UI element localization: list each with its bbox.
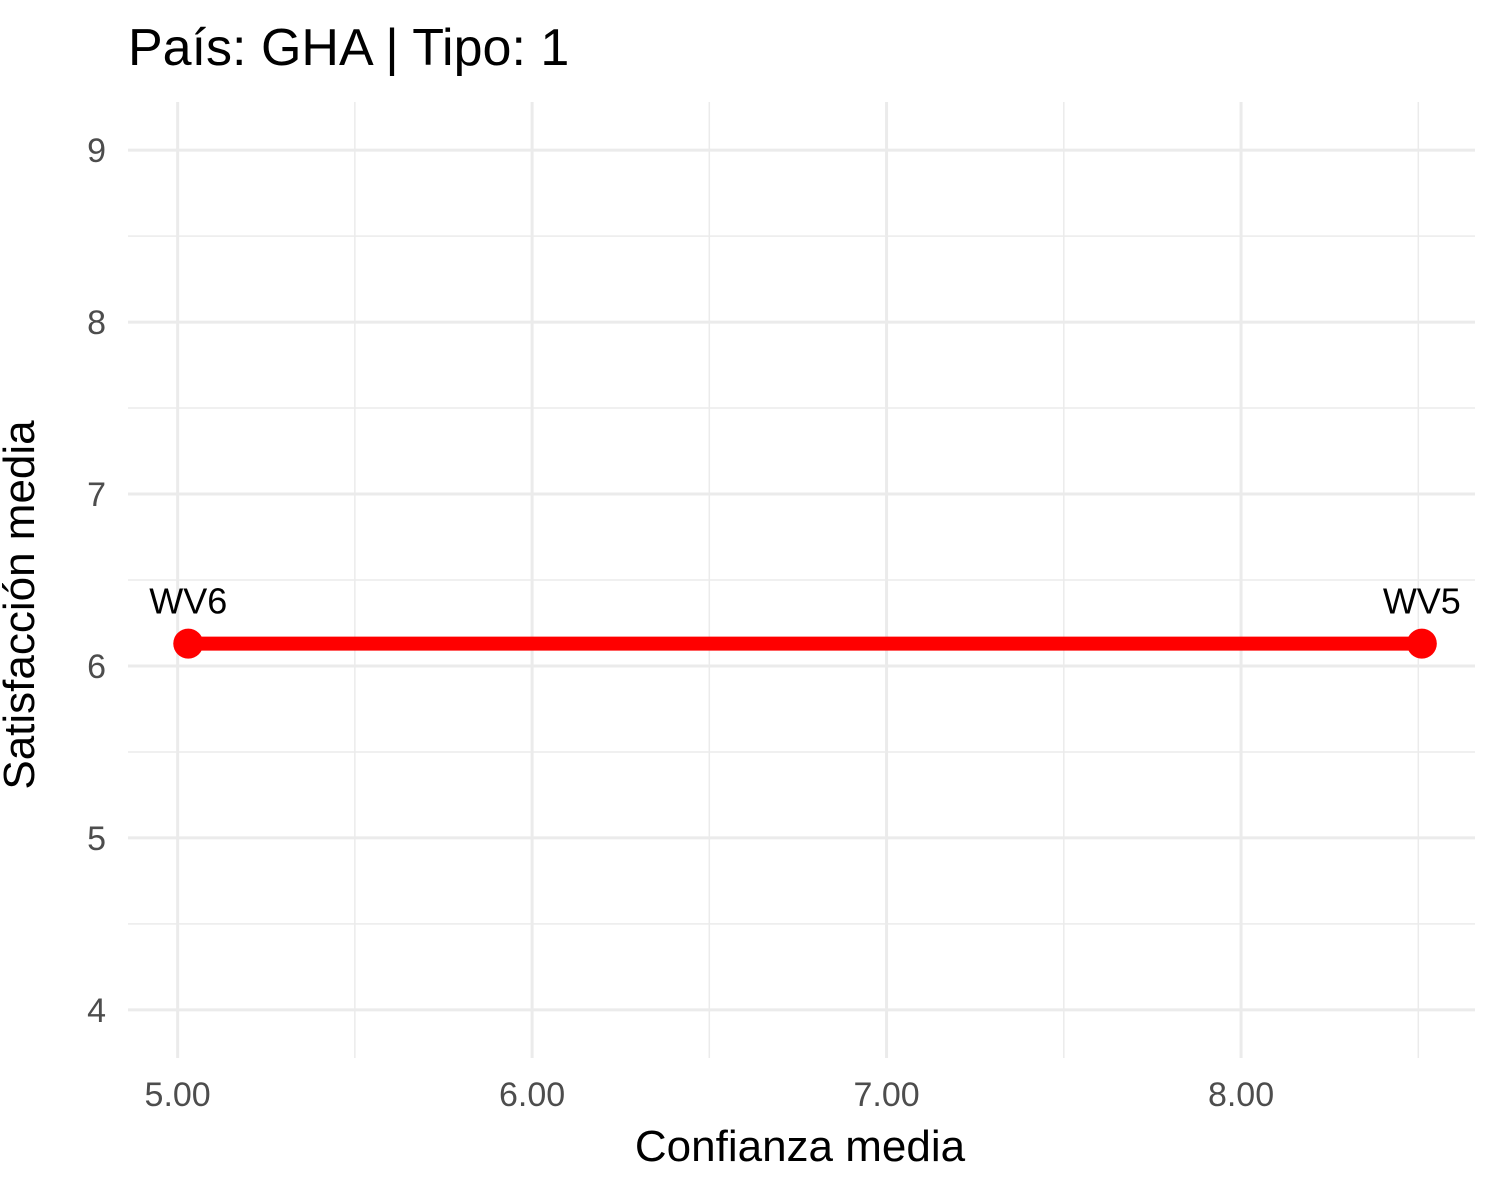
y-tick-label: 9 <box>87 132 106 170</box>
y-tick-label: 7 <box>87 476 106 514</box>
data-point <box>173 628 204 659</box>
x-tick-label: 5.00 <box>145 1076 211 1114</box>
y-tick-label: 5 <box>87 820 106 858</box>
chart-title: País: GHA | Tipo: 1 <box>128 19 570 77</box>
y-tick-label: 4 <box>87 992 106 1030</box>
y-axis-label: Satisfacción media <box>0 420 44 790</box>
x-tick-label: 6.00 <box>499 1076 565 1114</box>
x-axis-label: Confianza media <box>634 1122 966 1171</box>
x-tick-label: 8.00 <box>1208 1076 1274 1114</box>
point-label: WV6 <box>149 581 227 622</box>
data-point <box>1406 628 1437 659</box>
y-tick-label: 8 <box>87 304 106 342</box>
point-label: WV5 <box>1383 581 1461 622</box>
y-tick-label: 6 <box>87 648 106 686</box>
x-tick-label: 7.00 <box>853 1076 919 1114</box>
